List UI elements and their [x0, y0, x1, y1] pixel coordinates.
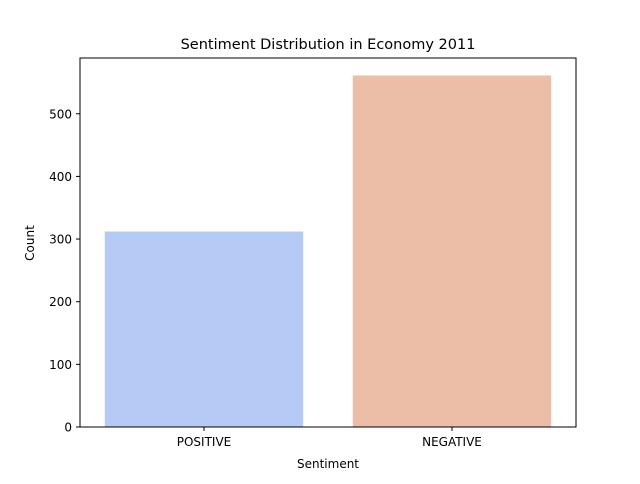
y-tick-label: 400 [49, 170, 72, 184]
bar-positive [104, 231, 304, 427]
plot-frame [79, 57, 577, 428]
x-axis-ticks: POSITIVE NEGATIVE [177, 427, 482, 449]
y-axis-ticks: 0 100 200 300 400 500 [49, 107, 80, 435]
y-tick-label: 500 [49, 107, 72, 121]
chart-title: Sentiment Distribution in Economy 2011 [181, 37, 476, 53]
bars-layer [104, 75, 552, 427]
y-tick-label: 300 [49, 233, 72, 247]
y-tick-label: 200 [49, 295, 72, 309]
bar-negative [352, 75, 552, 427]
x-axis-label: Sentiment [297, 457, 359, 471]
x-tick-label: POSITIVE [177, 435, 232, 449]
y-tick-label: 0 [64, 421, 72, 435]
x-tick-label: NEGATIVE [422, 435, 482, 449]
y-axis-label: Count [23, 225, 37, 261]
y-tick-label: 100 [49, 358, 72, 372]
